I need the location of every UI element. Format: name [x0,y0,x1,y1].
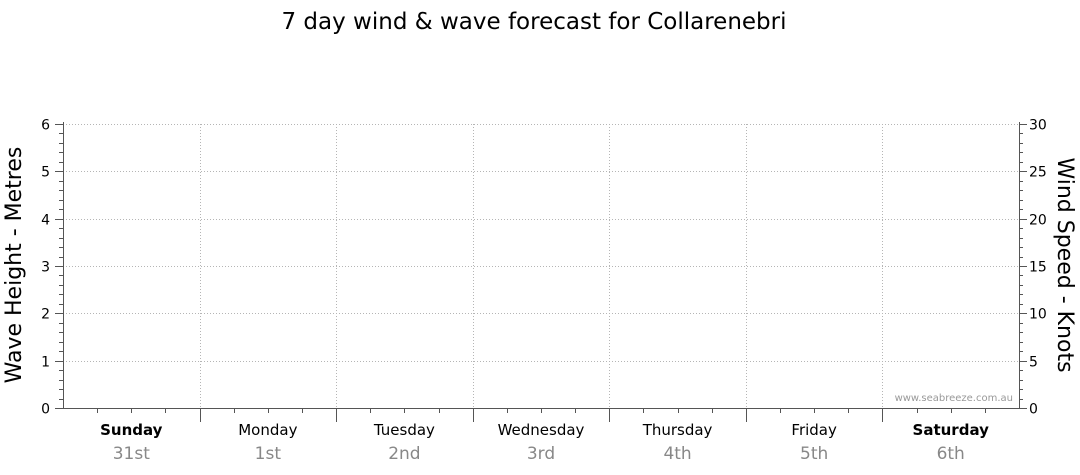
day-name-label: Wednesday [498,421,585,439]
day-name-label: Sunday [100,421,163,439]
right-tick-label: 25 [1029,165,1047,181]
left-tick-label: 1 [41,355,50,371]
left-tick-label: 4 [41,213,50,229]
left-tick-labels: 0 1 2 3 4 5 6 [41,118,50,418]
day-date-label: 3rd [527,444,555,464]
left-axis-title: Wave Height - Metres [2,147,27,384]
day-date-label: 1st [255,444,282,464]
plot-area [55,122,1027,422]
day-date-label: 2nd [388,444,420,464]
right-tick-label: 30 [1029,118,1047,134]
day-date-label: 4th [663,444,691,464]
right-tick-label: 10 [1029,307,1047,323]
grid-layer [63,124,1019,408]
right-axis-title: Wind Speed - Knots [1052,157,1077,372]
day-name-label: Tuesday [373,421,435,439]
right-tick-label: 20 [1029,213,1047,229]
day-date-label: 5th [800,444,828,464]
day-name-label: Thursday [642,421,713,439]
day-date-label: 6th [937,444,965,464]
right-tick-label: 0 [1029,402,1038,418]
axes-layer [55,122,1027,422]
left-tick-label: 5 [41,165,50,181]
right-tick-labels: 0 5 10 15 20 25 30 [1029,118,1047,418]
day-name-label: Monday [238,421,297,439]
day-date-label: 31st [113,444,150,464]
left-tick-label: 6 [41,118,50,134]
watermark: www.seabreeze.com.au [895,393,1013,404]
left-tick-label: 3 [41,260,50,276]
day-name-label: Friday [791,421,837,439]
right-tick-label: 5 [1029,355,1038,371]
chart-title: 7 day wind & wave forecast for Collarene… [281,9,786,35]
day-labels: Sunday 31st Monday 1st Tuesday 2nd Wednesday 3r… [100,421,989,464]
right-tick-label: 15 [1029,260,1047,276]
left-tick-label: 0 [41,402,50,418]
left-tick-label: 2 [41,307,50,323]
day-name-label: Saturday [913,421,990,439]
